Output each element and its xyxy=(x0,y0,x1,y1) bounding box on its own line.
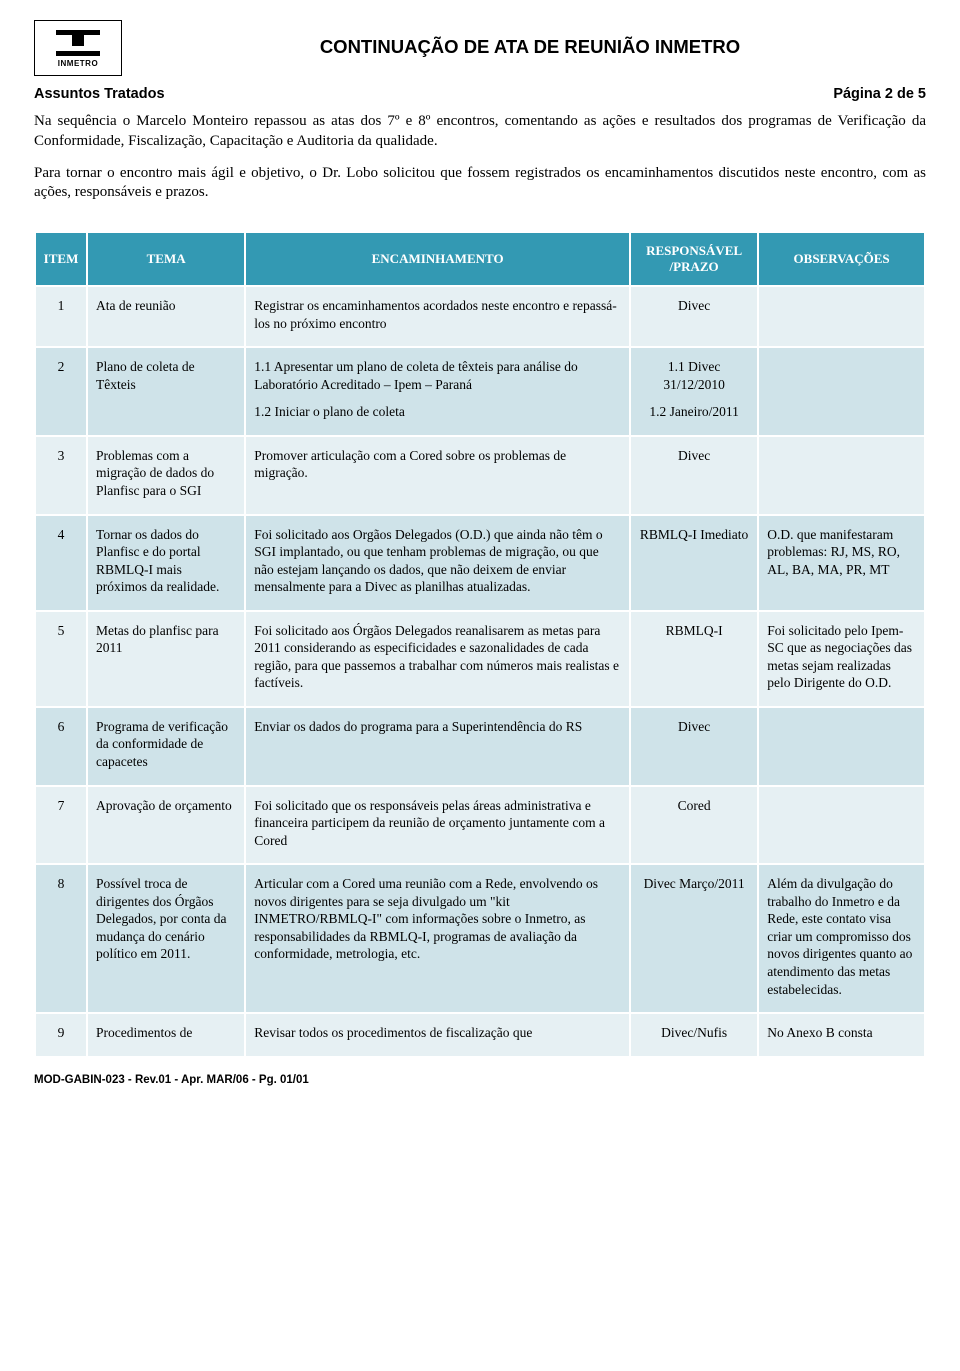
cell-tema: Possível troca de dirigentes dos Órgãos … xyxy=(87,864,245,1013)
cell-enc: Promover articulação com a Cored sobre o… xyxy=(245,436,630,515)
resp-line-2: 1.2 Janeiro/2011 xyxy=(639,403,749,421)
col-header-responsavel: RESPONSÁVEL /PRAZO xyxy=(630,232,758,286)
cell-enc: 1.1 Apresentar um plano de coleta de têx… xyxy=(245,347,630,436)
footer-code: MOD-GABIN-023 - Rev.01 - Apr. MAR/06 - P… xyxy=(0,1068,960,1096)
cell-resp: Divec xyxy=(630,707,758,786)
document-header: INMETRO CONTINUAÇÃO DE ATA DE REUNIÃO IN… xyxy=(34,20,926,76)
cell-resp: Divec Março/2011 xyxy=(630,864,758,1013)
table-row: 5 Metas do planfisc para 2011 Foi solici… xyxy=(35,611,925,707)
col-header-observacoes: OBSERVAÇÕES xyxy=(758,232,925,286)
subject-row: Assuntos Tratados Página 2 de 5 xyxy=(34,86,926,102)
inmetro-logo: INMETRO xyxy=(34,20,122,76)
cell-obs: O.D. que manifestaram problemas: RJ, MS,… xyxy=(758,515,925,611)
resp-line-1: 1.1 Divec 31/12/2010 xyxy=(639,358,749,393)
body-paragraph-2: Para tornar o encontro mais ágil e objet… xyxy=(34,164,926,204)
cell-obs xyxy=(758,286,925,347)
cell-obs: No Anexo B consta xyxy=(758,1013,925,1057)
actions-table: ITEM TEMA ENCAMINHAMENTO RESPONSÁVEL /PR… xyxy=(34,231,926,1057)
page-number: Página 2 de 5 xyxy=(833,86,926,102)
cell-obs xyxy=(758,347,925,436)
col-header-item: ITEM xyxy=(35,232,87,286)
inmetro-logo-inner: INMETRO xyxy=(52,28,104,68)
table-row: 2 Plano de coleta de Têxteis 1.1 Apresen… xyxy=(35,347,925,436)
table-row: 1 Ata de reunião Registrar os encaminham… xyxy=(35,286,925,347)
table-row: 9 Procedimentos de Revisar todos os proc… xyxy=(35,1013,925,1057)
cell-resp: Divec xyxy=(630,436,758,515)
enc-line-1: 1.1 Apresentar um plano de coleta de têx… xyxy=(254,358,621,393)
cell-item: 7 xyxy=(35,786,87,865)
page-container: INMETRO CONTINUAÇÃO DE ATA DE REUNIÃO IN… xyxy=(0,0,960,1068)
cell-resp: Divec xyxy=(630,286,758,347)
cell-enc: Revisar todos os procedimentos de fiscal… xyxy=(245,1013,630,1057)
table-row: 7 Aprovação de orçamento Foi solicitado … xyxy=(35,786,925,865)
cell-item: 5 xyxy=(35,611,87,707)
table-row: 6 Programa de verificação da conformidad… xyxy=(35,707,925,786)
cell-item: 6 xyxy=(35,707,87,786)
cell-tema: Problemas com a migração de dados do Pla… xyxy=(87,436,245,515)
cell-tema: Aprovação de orçamento xyxy=(87,786,245,865)
table-header-row: ITEM TEMA ENCAMINHAMENTO RESPONSÁVEL /PR… xyxy=(35,232,925,286)
cell-tema: Procedimentos de xyxy=(87,1013,245,1057)
cell-item: 8 xyxy=(35,864,87,1013)
cell-resp: RBMLQ-I xyxy=(630,611,758,707)
cell-obs xyxy=(758,436,925,515)
table-row: 4 Tornar os dados do Planfisc e do porta… xyxy=(35,515,925,611)
cell-resp: 1.1 Divec 31/12/2010 1.2 Janeiro/2011 xyxy=(630,347,758,436)
cell-obs: Além da divulgação do trabalho do Inmetr… xyxy=(758,864,925,1013)
body-paragraph-1: Na sequência o Marcelo Monteiro repassou… xyxy=(34,112,926,152)
cell-tema: Tornar os dados do Planfisc e do portal … xyxy=(87,515,245,611)
cell-item: 9 xyxy=(35,1013,87,1057)
cell-resp: Cored xyxy=(630,786,758,865)
cell-tema: Ata de reunião xyxy=(87,286,245,347)
subject-label: Assuntos Tratados xyxy=(34,86,165,102)
enc-line-2: 1.2 Iniciar o plano de coleta xyxy=(254,403,621,421)
cell-enc: Foi solicitado aos Orgãos Delegados (O.D… xyxy=(245,515,630,611)
cell-obs xyxy=(758,786,925,865)
cell-enc: Foi solicitado aos Órgãos Delegados rean… xyxy=(245,611,630,707)
cell-enc: Foi solicitado que os responsáveis pelas… xyxy=(245,786,630,865)
cell-obs xyxy=(758,707,925,786)
cell-resp: RBMLQ-I Imediato xyxy=(630,515,758,611)
cell-enc: Enviar os dados do programa para a Super… xyxy=(245,707,630,786)
inmetro-logo-label: INMETRO xyxy=(58,59,98,68)
cell-tema: Programa de verificação da conformidade … xyxy=(87,707,245,786)
cell-enc: Articular com a Cored uma reunião com a … xyxy=(245,864,630,1013)
cell-resp: Divec/Nufis xyxy=(630,1013,758,1057)
document-title: CONTINUAÇÃO DE ATA DE REUNIÃO INMETRO xyxy=(134,20,926,58)
cell-obs: Foi solicitado pelo Ipem-SC que as negoc… xyxy=(758,611,925,707)
col-header-tema: TEMA xyxy=(87,232,245,286)
cell-item: 2 xyxy=(35,347,87,436)
cell-item: 1 xyxy=(35,286,87,347)
cell-enc: Registrar os encaminhamentos acordados n… xyxy=(245,286,630,347)
cell-tema: Metas do planfisc para 2011 xyxy=(87,611,245,707)
table-row: 8 Possível troca de dirigentes dos Órgão… xyxy=(35,864,925,1013)
col-header-encaminhamento: ENCAMINHAMENTO xyxy=(245,232,630,286)
inmetro-logo-icon xyxy=(52,28,104,58)
table-row: 3 Problemas com a migração de dados do P… xyxy=(35,436,925,515)
cell-item: 4 xyxy=(35,515,87,611)
cell-item: 3 xyxy=(35,436,87,515)
cell-tema: Plano de coleta de Têxteis xyxy=(87,347,245,436)
